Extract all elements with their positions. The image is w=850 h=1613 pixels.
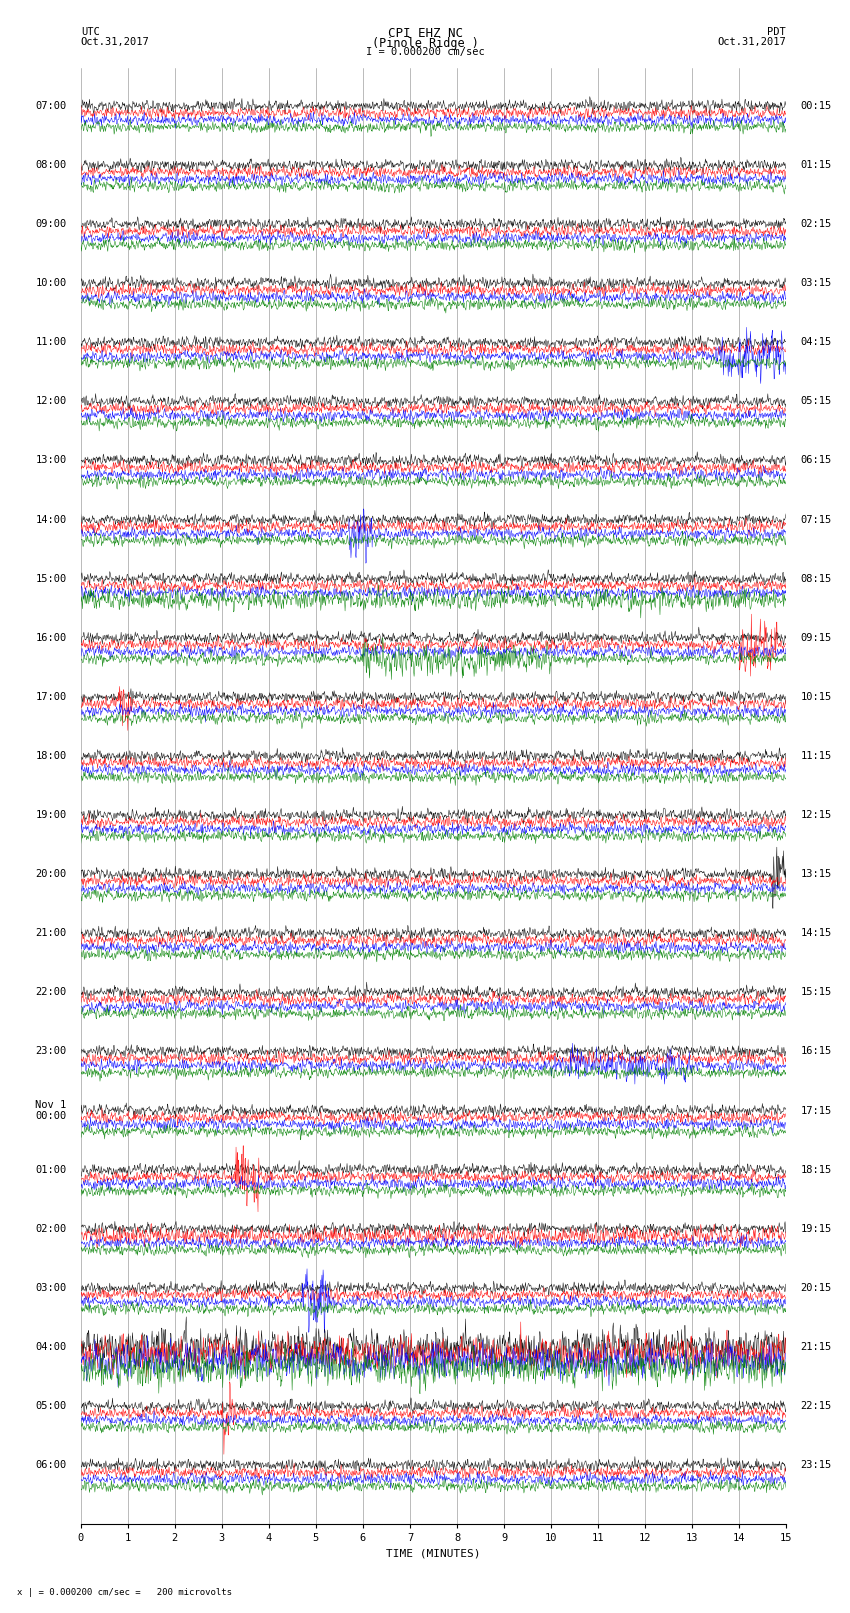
Text: 18:00: 18:00 [36,752,66,761]
Text: 23:15: 23:15 [801,1460,831,1469]
Text: 08:15: 08:15 [801,574,831,584]
Text: 22:15: 22:15 [801,1402,831,1411]
Text: 10:00: 10:00 [36,277,66,289]
Text: 04:15: 04:15 [801,337,831,347]
Text: 13:00: 13:00 [36,455,66,466]
Text: 17:15: 17:15 [801,1105,831,1116]
Text: 05:15: 05:15 [801,397,831,406]
Text: x | = 0.000200 cm/sec =   200 microvolts: x | = 0.000200 cm/sec = 200 microvolts [17,1587,232,1597]
Text: 12:00: 12:00 [36,397,66,406]
Text: 10:15: 10:15 [801,692,831,702]
Text: 21:15: 21:15 [801,1342,831,1352]
Text: 22:00: 22:00 [36,987,66,997]
X-axis label: TIME (MINUTES): TIME (MINUTES) [386,1548,481,1558]
Text: 09:00: 09:00 [36,219,66,229]
Text: 01:15: 01:15 [801,160,831,169]
Text: 16:15: 16:15 [801,1047,831,1057]
Text: 19:15: 19:15 [801,1224,831,1234]
Text: 03:00: 03:00 [36,1282,66,1294]
Text: 03:15: 03:15 [801,277,831,289]
Text: 14:00: 14:00 [36,515,66,524]
Text: 15:15: 15:15 [801,987,831,997]
Text: 16:00: 16:00 [36,632,66,642]
Text: 06:15: 06:15 [801,455,831,466]
Text: 15:00: 15:00 [36,574,66,584]
Text: 01:00: 01:00 [36,1165,66,1174]
Text: 07:15: 07:15 [801,515,831,524]
Text: Oct.31,2017: Oct.31,2017 [81,37,150,47]
Text: 20:00: 20:00 [36,869,66,879]
Text: 07:00: 07:00 [36,102,66,111]
Text: Oct.31,2017: Oct.31,2017 [717,37,786,47]
Text: 21:00: 21:00 [36,927,66,939]
Text: 11:15: 11:15 [801,752,831,761]
Text: 08:00: 08:00 [36,160,66,169]
Text: 11:00: 11:00 [36,337,66,347]
Text: 19:00: 19:00 [36,810,66,819]
Text: I = 0.000200 cm/sec: I = 0.000200 cm/sec [366,47,484,56]
Text: PDT: PDT [768,27,786,37]
Text: 23:00: 23:00 [36,1047,66,1057]
Text: 13:15: 13:15 [801,869,831,879]
Text: 00:15: 00:15 [801,102,831,111]
Text: 12:15: 12:15 [801,810,831,819]
Text: 09:15: 09:15 [801,632,831,642]
Text: Nov 1
00:00: Nov 1 00:00 [36,1100,66,1121]
Text: 18:15: 18:15 [801,1165,831,1174]
Text: 02:15: 02:15 [801,219,831,229]
Text: (Pinole Ridge ): (Pinole Ridge ) [371,37,479,50]
Text: 17:00: 17:00 [36,692,66,702]
Text: 05:00: 05:00 [36,1402,66,1411]
Text: 06:00: 06:00 [36,1460,66,1469]
Text: 04:00: 04:00 [36,1342,66,1352]
Text: 02:00: 02:00 [36,1224,66,1234]
Text: CPI EHZ NC: CPI EHZ NC [388,27,462,40]
Text: 14:15: 14:15 [801,927,831,939]
Text: UTC: UTC [81,27,99,37]
Text: 20:15: 20:15 [801,1282,831,1294]
